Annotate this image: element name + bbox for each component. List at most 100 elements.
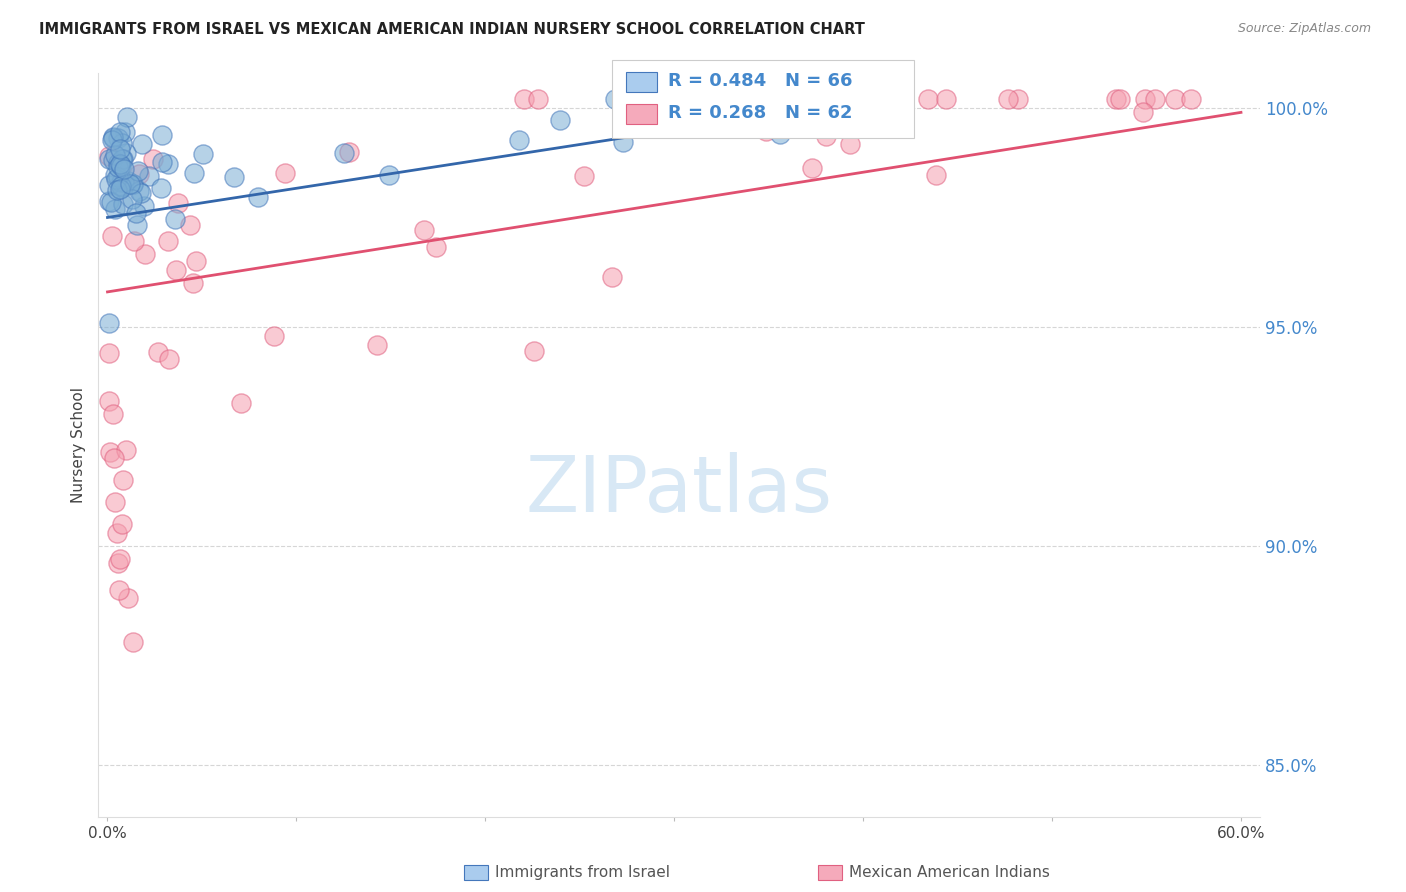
Point [181, 277, 204, 291]
Point [112, 179, 135, 194]
Point [839, 137, 862, 152]
Point [756, 118, 779, 132]
Point [997, 92, 1019, 106]
Point [935, 92, 957, 106]
Point [121, 177, 143, 191]
Point [111, 152, 134, 166]
Point [231, 396, 253, 410]
Text: IMMIGRANTS FROM ISRAEL VS MEXICAN AMERICAN INDIAN NURSERY SCHOOL CORRELATION CHA: IMMIGRANTS FROM ISRAEL VS MEXICAN AMERIC… [39, 22, 865, 37]
Point [1132, 105, 1154, 120]
Point [107, 130, 129, 145]
Point [823, 103, 845, 118]
Point [917, 92, 939, 106]
Point [98, 152, 121, 166]
Point [128, 167, 150, 181]
Point [273, 166, 295, 180]
Point [108, 142, 131, 156]
Point [100, 194, 122, 209]
Point [117, 591, 139, 606]
Point [110, 175, 132, 189]
Point [166, 195, 188, 210]
Point [508, 133, 530, 147]
Point [755, 123, 778, 137]
Point [104, 168, 127, 182]
Point [111, 152, 134, 166]
Point [104, 147, 127, 161]
Point [129, 186, 152, 200]
Point [107, 155, 129, 169]
Point [101, 133, 124, 147]
Point [523, 344, 546, 359]
Point [527, 92, 550, 106]
Point [377, 168, 399, 182]
Point [150, 181, 173, 195]
Point [101, 131, 124, 145]
Point [105, 183, 128, 197]
Point [112, 161, 135, 176]
Point [107, 557, 129, 571]
Point [111, 473, 134, 487]
Point [1163, 92, 1185, 106]
Point [128, 184, 150, 198]
Point [612, 135, 634, 149]
Point [98, 345, 121, 359]
Point [112, 197, 135, 211]
Point [425, 240, 447, 254]
Point [1135, 92, 1157, 106]
Text: R = 0.484   N = 66: R = 0.484 N = 66 [668, 72, 852, 90]
Point [138, 169, 160, 184]
Point [768, 127, 790, 141]
Point [157, 352, 180, 367]
Point [112, 175, 135, 189]
Point [620, 119, 643, 133]
Point [105, 525, 128, 540]
Point [603, 92, 626, 106]
Point [108, 125, 131, 139]
Point [1108, 92, 1130, 106]
Point [131, 136, 153, 151]
Point [122, 235, 145, 249]
Point [125, 206, 148, 220]
Point [104, 495, 127, 509]
Text: Immigrants from Israel: Immigrants from Israel [495, 865, 669, 880]
Point [815, 129, 838, 144]
Point [110, 178, 132, 193]
Point [121, 192, 143, 206]
Point [1144, 92, 1167, 106]
Point [183, 166, 205, 180]
Point [179, 218, 201, 232]
Point [110, 160, 132, 174]
Point [146, 345, 169, 359]
Point [101, 229, 124, 244]
Point [98, 316, 121, 330]
Point [800, 161, 823, 176]
Point [98, 445, 121, 459]
Text: Source: ZipAtlas.com: Source: ZipAtlas.com [1237, 22, 1371, 36]
Point [114, 125, 136, 139]
Point [105, 171, 128, 186]
Point [108, 182, 131, 196]
Point [114, 145, 136, 160]
Point [107, 170, 129, 185]
Point [165, 211, 187, 226]
Point [366, 338, 388, 352]
Point [107, 582, 129, 597]
Y-axis label: Nursery School: Nursery School [72, 387, 86, 503]
Point [108, 157, 131, 171]
Point [103, 451, 125, 466]
Point [111, 136, 134, 150]
Point [122, 177, 145, 191]
Text: ZIPatlas: ZIPatlas [526, 451, 832, 528]
Point [413, 222, 436, 236]
Point [103, 408, 125, 422]
Point [263, 328, 285, 343]
Point [157, 157, 180, 171]
Point [110, 179, 132, 194]
Point [107, 161, 129, 175]
Point [1104, 92, 1126, 106]
Point [655, 92, 678, 106]
Point [337, 145, 360, 160]
Point [142, 152, 165, 166]
Point [1180, 92, 1202, 106]
Point [246, 190, 269, 204]
